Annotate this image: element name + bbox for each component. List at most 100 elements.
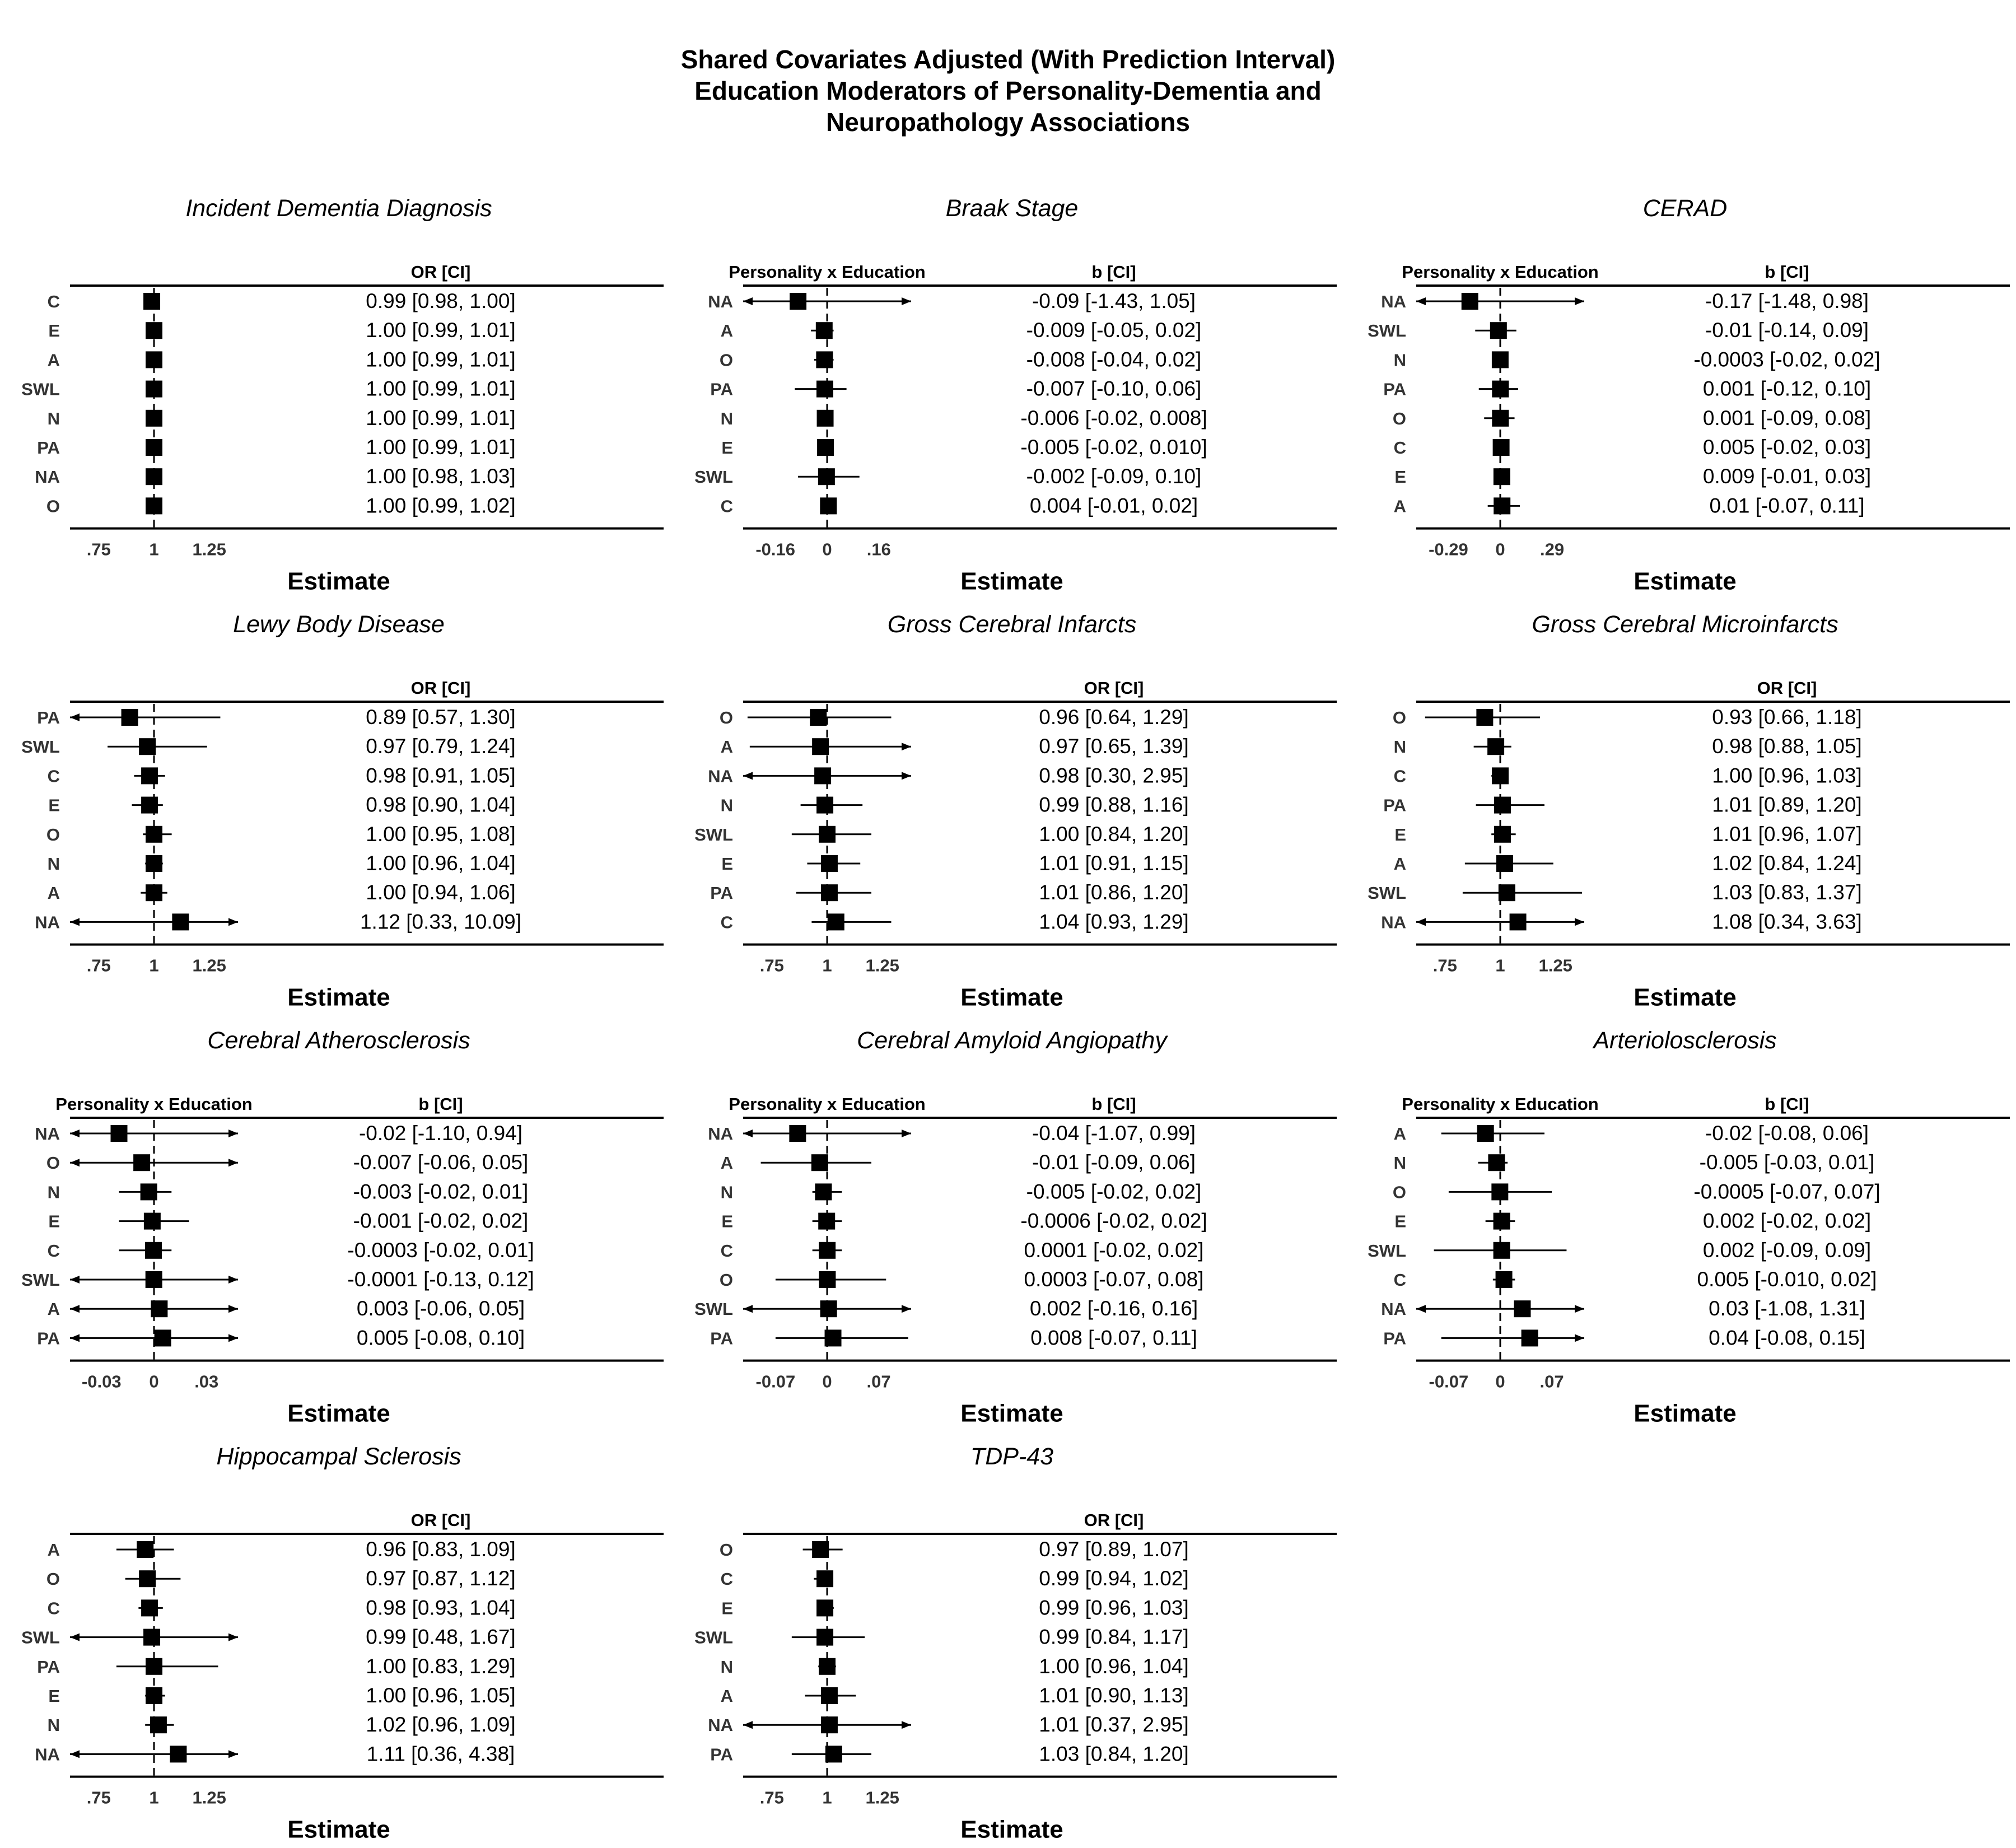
row-label: A (721, 737, 733, 757)
ci-arrow-right (228, 1750, 238, 1758)
row-label: C (721, 1569, 733, 1589)
ci-arrow-right (228, 1633, 238, 1641)
ci-arrow-left (70, 1334, 80, 1342)
estimate-ci-text: 1.01 [0.86, 1.20] (1039, 881, 1188, 904)
panel-title: Gross Cerebral Infarcts (888, 611, 1136, 638)
estimate-ci-text: 1.12 [0.33, 10.09] (360, 910, 521, 933)
point-estimate (820, 497, 837, 515)
point-estimate (146, 855, 162, 872)
ci-arrow-left (1416, 918, 1426, 926)
row-label: NA (708, 1715, 733, 1735)
point-estimate (1487, 738, 1505, 755)
row-label: C (48, 766, 60, 786)
point-estimate (812, 738, 829, 755)
row-label: E (721, 438, 733, 458)
x-tick-label: .07 (1540, 1372, 1564, 1392)
ci-arrow-right (228, 1159, 238, 1167)
estimate-ci-header: b [CI] (1091, 262, 1136, 282)
estimate-ci-text: 0.89 [0.57, 1.30] (366, 706, 515, 729)
x-tick-label: 1.25 (1539, 956, 1572, 976)
x-tick-label: 1.25 (193, 1788, 226, 1808)
x-axis-label: Estimate (287, 568, 390, 595)
point-estimate (815, 322, 833, 339)
ci-arrow-right (1575, 1334, 1584, 1342)
point-estimate (1521, 1329, 1538, 1347)
x-axis-label: Estimate (960, 1400, 1063, 1427)
point-estimate (816, 1628, 834, 1646)
row-label: PA (1383, 796, 1406, 815)
point-estimate (1493, 468, 1510, 486)
ci-arrow-right (902, 772, 911, 780)
estimate-ci-text: -0.007 [-0.06, 0.05] (353, 1151, 529, 1174)
forest-panel: Cerebral Atherosclerosis Personality x Ed… (21, 1027, 664, 1427)
row-label: N (721, 1657, 733, 1677)
personality-education-header: Personality x Education (1402, 262, 1598, 282)
row-label: C (1394, 1270, 1406, 1290)
main-title-line-3: Neuropathology Associations (825, 108, 1191, 137)
row-label: E (1394, 825, 1406, 844)
row-label: NA (1381, 912, 1406, 932)
x-tick-label: 0 (1495, 1372, 1505, 1392)
x-tick-label: 1 (822, 956, 832, 976)
row-label: C (48, 1241, 60, 1261)
ci-arrow-left (70, 1633, 80, 1641)
point-estimate (1494, 796, 1511, 814)
x-tick-label: .75 (87, 540, 111, 559)
point-estimate (818, 1212, 836, 1230)
point-estimate (139, 738, 156, 755)
panel-title: TDP-43 (970, 1443, 1053, 1470)
row-label: C (721, 496, 733, 516)
estimate-ci-text: 0.002 [-0.16, 0.16] (1030, 1297, 1198, 1320)
row-label: SWL (694, 1299, 733, 1319)
point-estimate (817, 439, 834, 456)
ci-arrow-right (902, 1721, 911, 1729)
main-title-line-1: Shared Covariates Adjusted (With Predict… (680, 45, 1336, 74)
estimate-ci-text: 0.98 [0.91, 1.05] (366, 764, 515, 787)
ci-arrow-left (70, 1276, 80, 1284)
x-tick-label: .75 (87, 956, 111, 976)
estimate-ci-text: 0.99 [0.88, 1.16] (1039, 794, 1188, 816)
point-estimate (824, 1329, 842, 1347)
row-label: C (721, 1241, 733, 1261)
forest-panel: Lewy Body Disease OR [CI] PA 0.89 [0.57, 1.… (21, 611, 664, 1011)
point-estimate (143, 293, 161, 310)
row-label: E (721, 854, 733, 874)
x-axis-label: Estimate (1634, 568, 1736, 595)
point-estimate (818, 468, 835, 486)
row-label: NA (708, 1124, 733, 1144)
estimate-ci-text: -0.008 [-0.04, 0.02] (1026, 348, 1202, 371)
estimate-ci-text: -0.02 [-0.08, 0.06] (1705, 1122, 1869, 1145)
estimate-ci-text: 1.01 [0.96, 1.07] (1712, 823, 1861, 846)
estimate-ci-text: 1.00 [0.96, 1.04] (366, 852, 515, 875)
estimate-ci-text: 1.00 [0.99, 1.01] (366, 377, 515, 400)
ci-arrow-left (1416, 297, 1426, 305)
row-label: N (1394, 737, 1406, 757)
point-estimate (827, 913, 844, 931)
row-label: A (48, 350, 60, 370)
point-estimate (1514, 1300, 1531, 1318)
estimate-ci-text: 0.009 [-0.01, 0.03] (1703, 465, 1871, 488)
row-label: SWL (694, 467, 733, 487)
point-estimate (811, 1154, 828, 1172)
row-label: SWL (21, 1628, 60, 1648)
ci-arrow-right (228, 1334, 238, 1342)
x-tick-label: 0 (1495, 540, 1505, 559)
row-label: E (48, 1686, 60, 1706)
estimate-ci-text: -0.0003 [-0.02, 0.01] (347, 1239, 534, 1262)
ci-arrow-left (743, 1721, 753, 1729)
estimate-ci-text: 0.03 [-1.08, 1.31] (1709, 1297, 1865, 1320)
row-label: SWL (1368, 1241, 1406, 1261)
estimate-ci-text: 0.002 [-0.02, 0.02] (1703, 1210, 1871, 1233)
x-tick-label: -0.07 (756, 1372, 796, 1392)
estimate-ci-header: OR [CI] (1084, 678, 1144, 698)
estimate-ci-text: -0.002 [-0.09, 0.10] (1026, 465, 1202, 488)
estimate-ci-text: 1.00 [0.99, 1.02] (366, 494, 515, 517)
row-label: PA (710, 1328, 733, 1348)
panel-title: Arteriolosclerosis (1592, 1027, 1776, 1054)
ci-arrow-right (228, 918, 238, 926)
estimate-ci-text: 0.0001 [-0.02, 0.02] (1024, 1239, 1204, 1262)
point-estimate (820, 1300, 837, 1318)
row-label: NA (35, 1744, 60, 1764)
point-estimate (1509, 913, 1527, 931)
point-estimate (1490, 322, 1507, 339)
